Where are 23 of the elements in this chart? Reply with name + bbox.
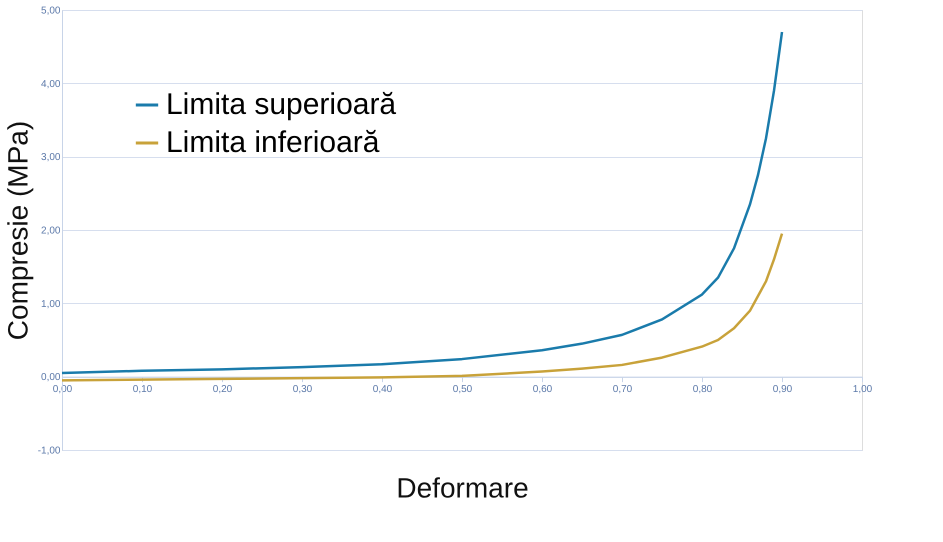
x-tick-label: 0,10 (132, 384, 153, 396)
x-tick-label: 0,90 (772, 384, 793, 396)
x-tick-label: 0,50 (452, 384, 473, 396)
legend-label: Limita superioară (166, 88, 396, 121)
x-tick-label: 0,20 (212, 384, 233, 396)
y-tick-label: 3,00 (41, 152, 61, 164)
y-tick-label: 5,00 (41, 6, 61, 16)
y-tick-label: 1,00 (41, 298, 61, 310)
x-tick-label: 0,30 (292, 384, 313, 396)
x-axis-title: Deformare (396, 472, 529, 504)
y-tick-label: -1,00 (38, 446, 61, 456)
x-tick-label: 0,80 (692, 384, 713, 396)
x-tick-label: 0,70 (612, 384, 633, 396)
y-tick-label: 2,00 (41, 226, 61, 236)
line-series (60, 30, 784, 374)
x-tick-label: 1,00 (852, 384, 873, 396)
line-series (60, 232, 784, 382)
y-axis-title: Compresie (MPa) (2, 120, 34, 340)
x-tick-label: 0,40 (372, 384, 393, 396)
y-tick-label: 0,00 (41, 372, 61, 384)
legend-label: Limita inferioară (166, 126, 380, 159)
x-tick-label: 0,60 (532, 384, 553, 396)
y-tick-label: 4,00 (41, 78, 61, 90)
